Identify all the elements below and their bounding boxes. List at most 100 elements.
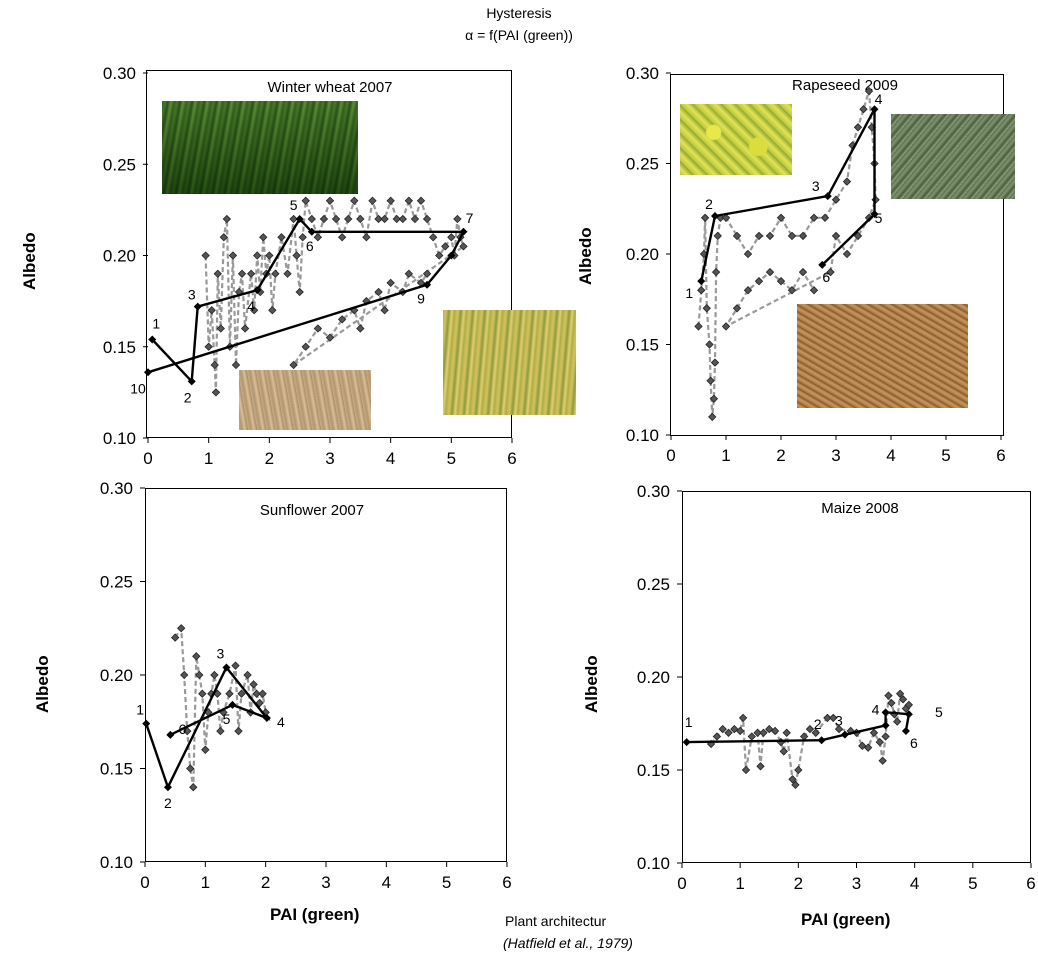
scatter-point (809, 286, 819, 295)
scatter-point (718, 724, 727, 734)
green-wheat-photo (162, 101, 358, 194)
scatter-point (259, 233, 268, 242)
phenology-path-point (222, 663, 231, 672)
phenology-stage-label: 1 (685, 285, 693, 301)
x-tick-label: 2 (265, 449, 274, 468)
scatter-point (809, 213, 819, 222)
scatter-point (805, 724, 815, 734)
mature-wheat-photo (239, 370, 371, 430)
phenology-path-point (904, 710, 913, 719)
plot-area-maize (682, 491, 1031, 863)
scatter-point (398, 214, 407, 224)
scatter-point (255, 698, 264, 708)
scatter-point (189, 783, 198, 792)
scatter-point (228, 251, 238, 260)
y-tick-label: 0.30 (100, 479, 133, 498)
phenology-path-point (307, 227, 316, 236)
scatter-point (183, 726, 192, 736)
phenology-stage-label: 4 (277, 714, 285, 730)
scatter-point (794, 765, 803, 775)
scatter-point (829, 713, 838, 723)
scatter-point (271, 269, 280, 278)
scatter-point (386, 278, 395, 288)
scatter-point (741, 765, 751, 775)
scatter-point (386, 196, 395, 205)
scatter-point (210, 670, 219, 680)
ripening-wheat-photo (443, 310, 576, 415)
scatter-point (234, 726, 243, 736)
x-tick-label: 3 (325, 449, 334, 468)
scatter-point (289, 360, 298, 370)
phenology-stage-label: 1 (152, 315, 160, 331)
scatter-point (887, 698, 896, 708)
scatter-point (362, 233, 371, 242)
scatter-point (831, 231, 841, 241)
scatter-point (895, 689, 905, 698)
scatter-point (186, 764, 195, 773)
scatter-point (195, 670, 204, 680)
scatter-point (765, 267, 775, 277)
x-tick-label: 6 (1026, 874, 1035, 893)
phenology-stage-label: 1 (685, 714, 693, 730)
panel-title-sunflower: Sunflower 2007 (259, 502, 365, 519)
scatter-point (798, 267, 808, 277)
y-tick-label: 0.20 (103, 247, 136, 266)
phenology-path-point (817, 736, 826, 745)
figure-header-line2: α = f(PAI (green)) (465, 27, 573, 43)
scatter-point (710, 358, 720, 367)
phenology-path-point (253, 286, 262, 295)
scatter-point (283, 269, 292, 278)
scatter-point (313, 233, 323, 242)
scatter-point (180, 670, 189, 680)
y-tick-label: 0.10 (626, 426, 659, 445)
scatter-point (231, 661, 240, 670)
phenology-stage-label: 7 (466, 210, 474, 226)
scatter-point (207, 306, 216, 315)
y-tick-label: 0.15 (103, 338, 136, 357)
x-axis-label-maize: PAI (green) (801, 910, 891, 929)
scatter-point (759, 728, 768, 737)
scatter-point (747, 732, 756, 741)
x-tick-label: 6 (507, 449, 516, 468)
phenology-stage-label: 2 (184, 389, 192, 405)
figure-header-line1: Hysteresis (486, 5, 552, 21)
x-tick-label: 0 (666, 446, 675, 465)
scatter-point (831, 195, 841, 204)
y-tick-label: 0.30 (626, 64, 659, 83)
scatter-point (459, 242, 468, 251)
scatter-point (853, 123, 863, 132)
x-tick-label: 1 (201, 873, 210, 892)
phenology-path-point (901, 726, 910, 735)
y-tick-label: 0.20 (100, 666, 133, 685)
phenology-stage-label: 6 (910, 735, 918, 751)
scatter-point (211, 388, 221, 397)
scatter-point (222, 214, 232, 224)
chart-sunflower: 0.10 0.15 0.20 0.25 0.30 0 1 2 3 4 5 6 1 2 3 4 5 6 (100, 479, 512, 892)
phenology-path-point (870, 210, 879, 219)
rapeseed-flower-photo (680, 104, 792, 175)
scatter-point (721, 322, 731, 331)
scatter-point (706, 376, 715, 385)
scatter-point (428, 233, 438, 242)
scatter-point (732, 231, 742, 241)
phenology-stage-label: 5 (290, 197, 298, 213)
scatter-point (325, 333, 335, 342)
scatter-point (754, 231, 764, 241)
y-tick-label: 0.15 (637, 761, 670, 780)
x-tick-label: 2 (261, 873, 270, 892)
scatter-point (869, 728, 879, 737)
phenology-stage-label: 3 (217, 646, 225, 662)
phenology-stage-label: 2 (164, 795, 172, 811)
scatter-point (177, 624, 186, 633)
scatter-point (344, 214, 353, 224)
y-tick-label: 0.10 (103, 429, 136, 448)
scatter-point (732, 304, 742, 313)
scatter-point (356, 214, 365, 224)
scatter-point (250, 306, 259, 315)
phenology-stage-label: 2 (705, 196, 713, 212)
scatter-point (171, 633, 180, 642)
scatter-point (823, 713, 832, 723)
panel-title-winter-wheat: Winter wheat 2007 (267, 79, 393, 96)
scatter-point (713, 231, 722, 241)
scatter-point (738, 713, 748, 723)
